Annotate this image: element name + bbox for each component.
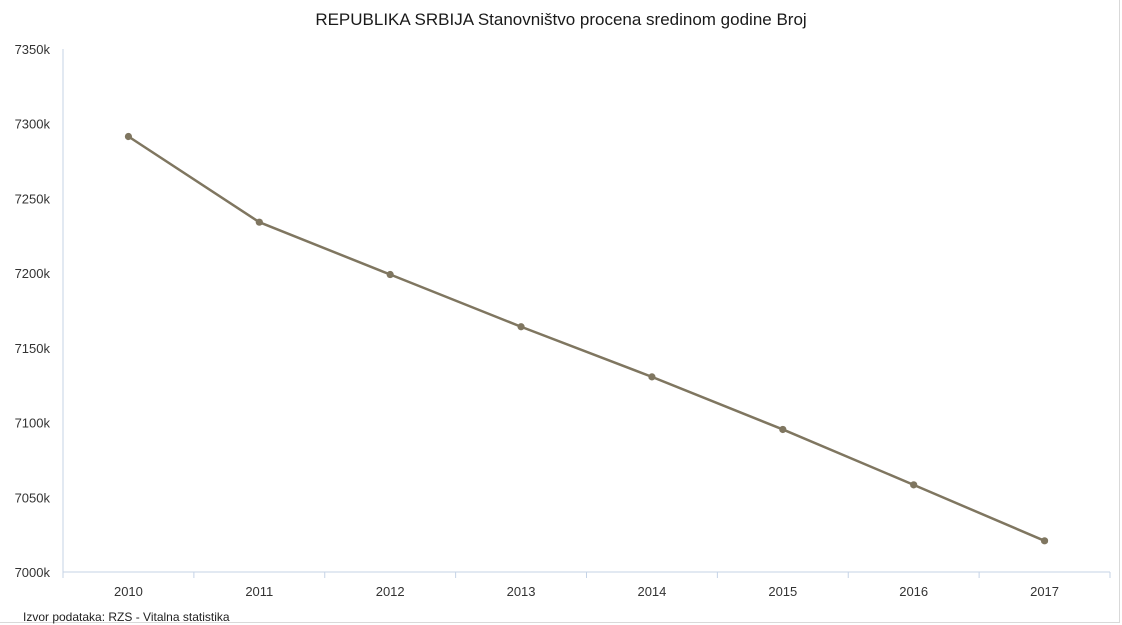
data-point xyxy=(910,481,918,489)
y-tick-label: 7300k xyxy=(15,117,51,132)
x-tick-label: 2010 xyxy=(114,584,143,599)
y-tick-label: 7050k xyxy=(15,490,51,505)
data-point xyxy=(517,323,525,331)
data-point xyxy=(255,218,263,226)
chart-title: REPUBLIKA SRBIJA Stanovništvo procena sr… xyxy=(315,10,807,29)
y-tick-label: 7250k xyxy=(15,191,51,206)
data-point xyxy=(779,425,787,434)
x-tick-label: 2012 xyxy=(376,584,405,599)
y-tick-label: 7100k xyxy=(15,416,51,431)
x-tick-label: 2017 xyxy=(1030,584,1059,599)
data-point xyxy=(1040,537,1049,545)
x-tick-label: 2016 xyxy=(899,584,928,599)
x-tick-label: 2015 xyxy=(768,584,797,599)
y-tick-label: 7350k xyxy=(15,42,51,57)
x-tick-label: 2013 xyxy=(507,584,536,599)
data-point xyxy=(648,373,656,381)
y-tick-label: 7000k xyxy=(15,565,51,580)
y-tick-label: 7150k xyxy=(15,341,51,356)
x-tick-label: 2014 xyxy=(637,584,666,599)
x-tick-label: 2011 xyxy=(245,584,273,599)
source-note: Izvor podataka: RZS - Vitalna statistika xyxy=(23,610,230,624)
data-point xyxy=(386,270,394,279)
y-tick-label: 7200k xyxy=(15,266,51,281)
data-point xyxy=(124,132,133,141)
series-line xyxy=(127,135,1046,543)
